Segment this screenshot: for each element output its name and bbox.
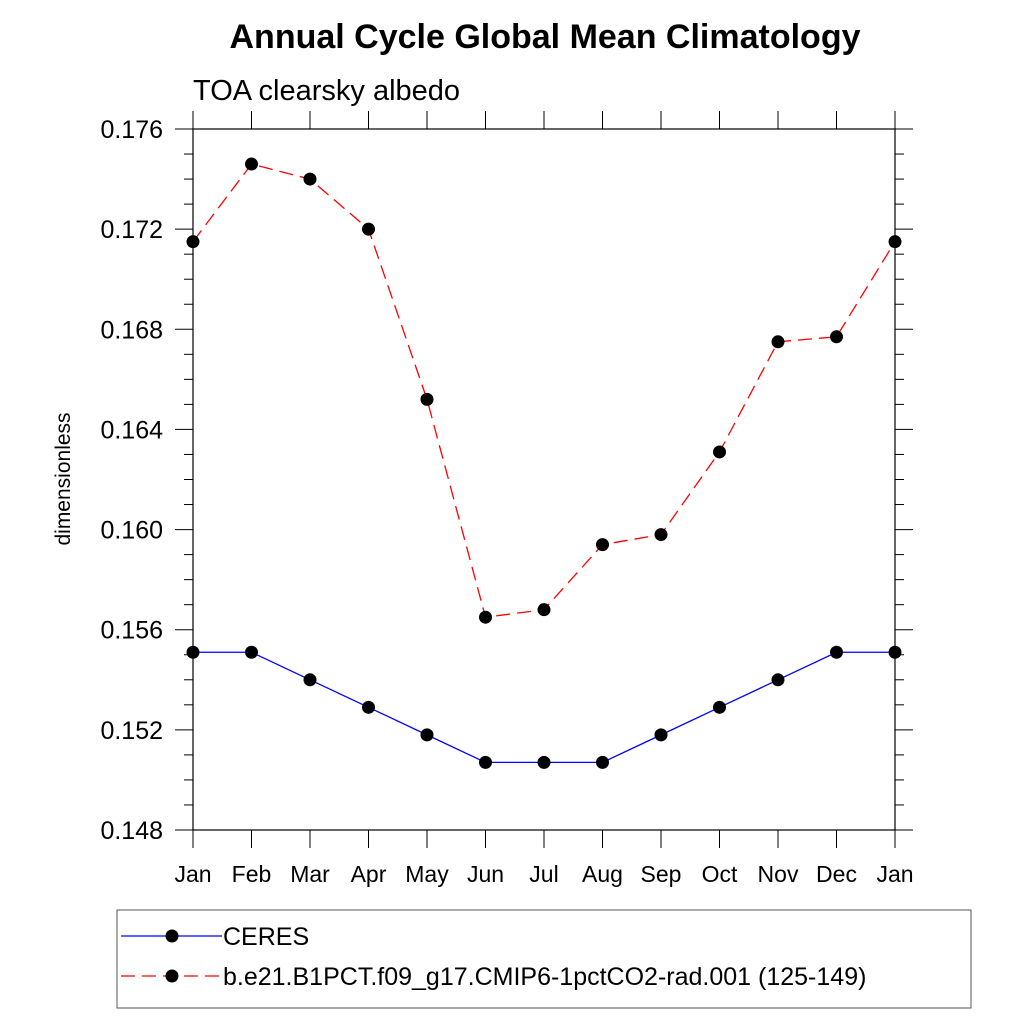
y-tick-label: 0.152 [100, 717, 163, 745]
y-tick-label: 0.172 [100, 216, 163, 244]
legend-marker [165, 929, 179, 943]
y-tick-label: 0.176 [100, 116, 163, 144]
x-tick-label: Aug [582, 861, 623, 887]
data-point [186, 235, 200, 249]
x-tick-label: Feb [232, 861, 272, 887]
legend-box [116, 909, 972, 1009]
data-point [362, 222, 375, 236]
x-tick-label: May [405, 861, 449, 887]
x-tick-label: Jun [467, 861, 504, 887]
y-tick-label: 0.156 [100, 617, 163, 645]
y-tick-label: 0.164 [100, 416, 163, 444]
x-tick-label: Mar [290, 861, 330, 887]
data-point [713, 700, 726, 714]
chart-subtitle: TOA clearsky albedo [193, 75, 460, 107]
series-1 [186, 645, 902, 769]
data-point [596, 755, 609, 769]
data-point [245, 157, 258, 171]
legend-entry-2: b.e21.B1PCT.f09_g17.CMIP6-1pctCO2-rad.00… [121, 963, 866, 991]
series-line [192, 163, 896, 618]
data-point [654, 728, 668, 742]
x-tick-label: Jul [529, 861, 558, 887]
data-point [830, 330, 843, 344]
x-tick-label: Apr [351, 861, 387, 887]
data-point [303, 673, 317, 687]
chart-title: Annual Cycle Global Mean Climatology [230, 18, 861, 56]
data-point [420, 392, 434, 406]
x-tick-label: Oct [702, 861, 738, 887]
y-tick-label: 0.160 [100, 517, 163, 545]
series-layer [186, 157, 902, 769]
y-axis-ticks: 0.148 0.152 0.156 0.160 0.164 0.168 0.172 0.176 [100, 116, 913, 845]
data-point [713, 445, 726, 459]
data-point [479, 610, 492, 624]
data-point [888, 645, 902, 659]
data-point [654, 528, 668, 542]
data-point [420, 728, 434, 742]
data-point [537, 755, 551, 769]
x-tick-label: Jan [876, 861, 913, 887]
data-point [245, 645, 258, 659]
data-point [362, 700, 375, 714]
data-point [771, 335, 785, 349]
data-point [537, 603, 551, 617]
legend-label: CERES [223, 923, 309, 951]
x-tick-label: Nov [758, 861, 799, 887]
legend-marker [165, 969, 179, 983]
legend-entry-1: CERES [121, 923, 309, 951]
data-point [479, 755, 492, 769]
x-tick-label: Jan [174, 861, 211, 887]
x-tick-label: Sep [641, 861, 682, 887]
x-axis-ticks: Jan Feb Mar Apr May Jun Jul Aug Sep Oct Nov Dec Jan [174, 111, 914, 887]
legend-label: b.e21.B1PCT.f09_g17.CMIP6-1pctCO2-rad.00… [223, 963, 866, 991]
data-point [771, 673, 785, 687]
data-point [830, 645, 843, 659]
y-tick-label: 0.148 [100, 817, 163, 845]
data-point [888, 235, 902, 249]
legend-items: CERES b.e21.B1PCT.f09_g17.CMIP6-1pctCO2-r… [121, 923, 866, 991]
plot-frame [192, 128, 896, 831]
y-tick-label: 0.168 [100, 316, 163, 344]
series-line [193, 651, 895, 764]
legend: CERES b.e21.B1PCT.f09_g17.CMIP6-1pctCO2-r… [116, 909, 972, 1009]
series-2 [186, 157, 902, 624]
data-point [186, 645, 200, 659]
x-tick-label: Dec [816, 861, 857, 887]
data-point [596, 538, 609, 552]
y-axis-label: dimensionless [52, 412, 75, 545]
data-point [303, 172, 317, 186]
